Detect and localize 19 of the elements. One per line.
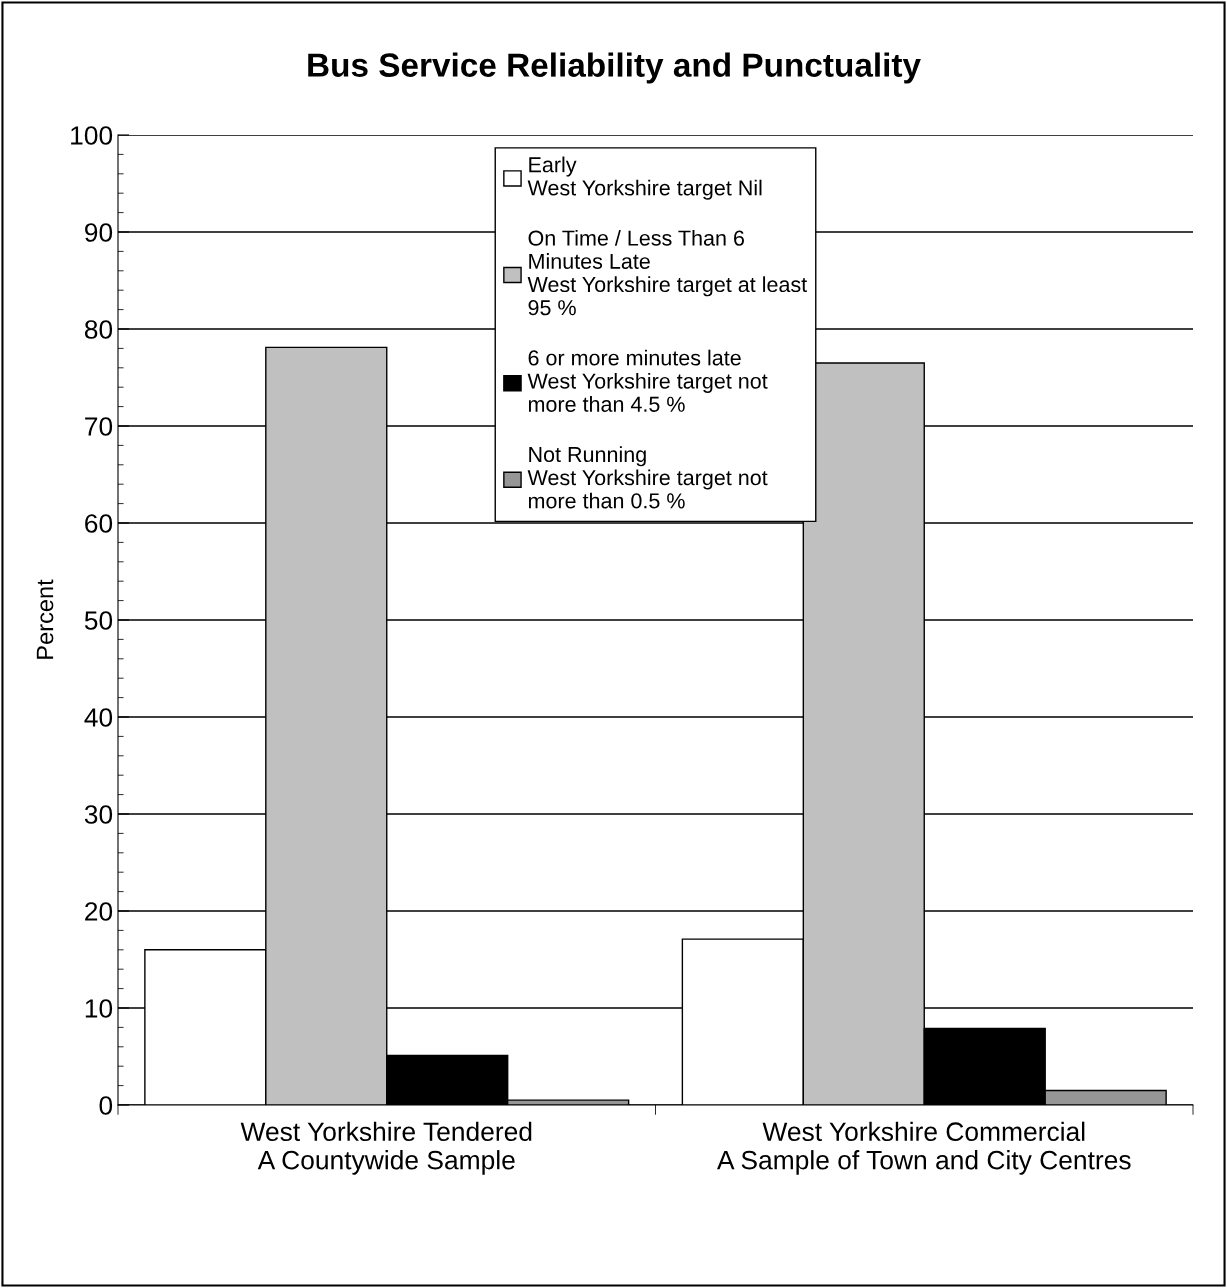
y-tick-label: 90 [85,223,113,242]
y-tick-label: 60 [85,514,113,533]
y-tick-label: 0 [99,1096,113,1115]
legend-label: On Time / Less Than 6 Minutes Late West Yorkshire target at least 95 % [527,229,808,316]
y-tick-label: 10 [85,999,113,1018]
chart-title: Bus Service Reliability and Punctuality [308,52,921,84]
y-tick-label: 50 [84,611,113,630]
y-tick-label: 70 [85,417,113,436]
legend-label: Not Running West Yorkshire target not more than 0.5 % [527,446,768,509]
y-axis-title: Percent [36,579,54,659]
x-tick-label: West Yorkshire Tendered A Countywide Sample [240,1121,532,1175]
x-tick-label: West Yorkshire Commercial A Sample of Town and City Centres [717,1121,1131,1175]
y-tick-label: 100 [71,126,113,145]
y-tick-label: 80 [84,320,113,339]
legend-label: Early West Yorkshire target Nil [527,156,762,200]
y-tick-label: 40 [84,708,113,727]
legend-label: 6 or more minutes late West Yorkshire target not more than 4.5 % [527,349,768,412]
y-tick-label: 20 [85,902,113,921]
y-tick-label: 30 [84,805,113,824]
